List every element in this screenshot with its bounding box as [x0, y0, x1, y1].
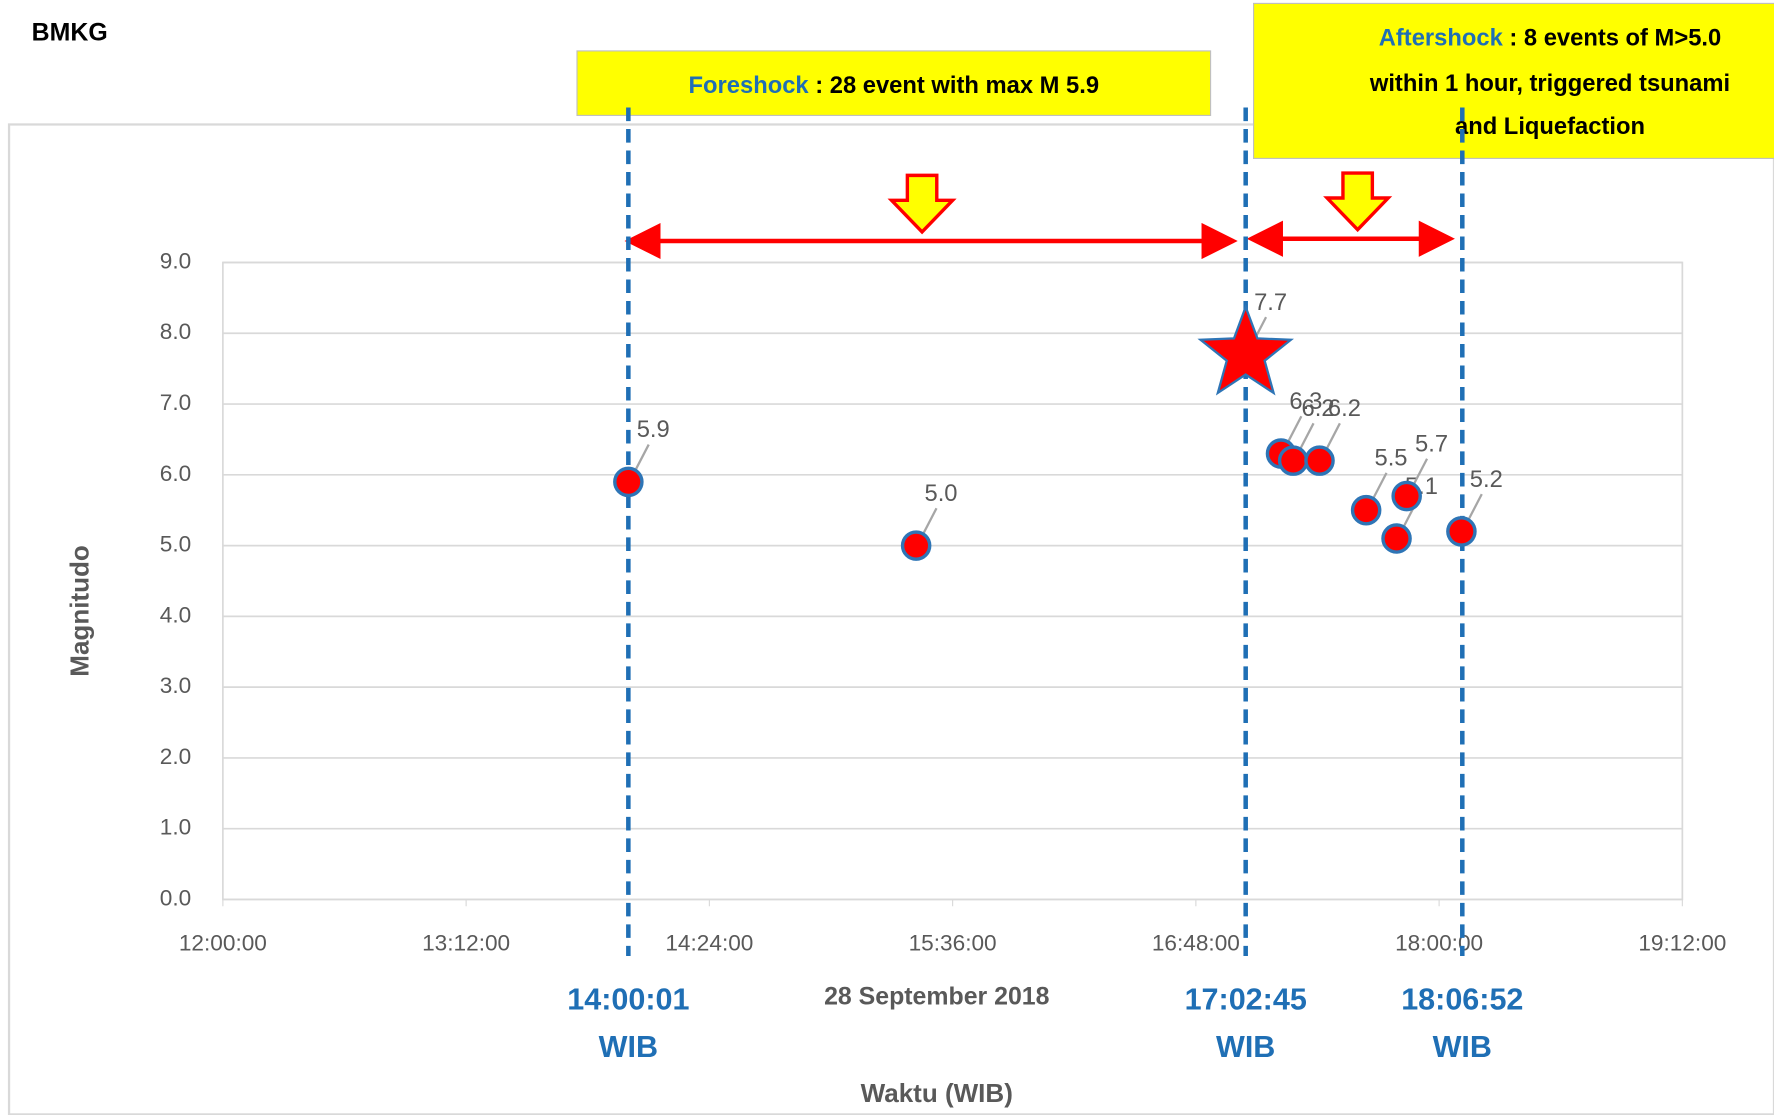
x-sublabel: 28 September 2018 — [824, 982, 1050, 1010]
y-tick-label: 1.0 — [160, 815, 191, 840]
y-tick-label: 6.0 — [160, 461, 191, 486]
foreshock-note: Foreshock : 28 event with max M 5.9 — [689, 72, 1099, 99]
y-tick-label: 9.0 — [160, 248, 191, 273]
data-label: 5.5 — [1375, 445, 1408, 472]
down-arrow — [1323, 171, 1393, 233]
data-label: 5.7 — [1415, 430, 1448, 457]
x-tick-label: 19:12:00 — [1638, 931, 1726, 956]
point — [613, 466, 644, 498]
chart-frame — [7, 123, 1774, 1115]
time-marker-unit: WIB — [1433, 1030, 1492, 1064]
data-label: 6.2 — [1302, 395, 1335, 422]
y-tick-label: 0.0 — [160, 885, 191, 910]
aftershock-line3: and Liquefaction — [1455, 113, 1645, 140]
foreshock-text: : 28 event with max M 5.9 — [809, 72, 1099, 99]
aftershock-line1: : 8 events of M>5.0 — [1503, 25, 1721, 52]
x-tick-label: 14:24:00 — [665, 931, 753, 956]
aftershock-box — [1253, 2, 1774, 159]
x-tick-label: 18:00:00 — [1395, 931, 1483, 956]
y-tick-label: 2.0 — [160, 744, 191, 769]
down-arrow — [887, 173, 957, 235]
aftershock-line2: within 1 hour, triggered tsunami — [1369, 70, 1730, 97]
foreshock-keyword: Foreshock — [689, 72, 810, 99]
data-label: 5.0 — [925, 480, 958, 507]
point — [900, 530, 932, 561]
point — [1381, 523, 1412, 554]
aftershock-keyword: Aftershock — [1379, 25, 1504, 52]
x-tick-label: 16:48:00 — [1152, 931, 1240, 956]
y-tick-label: 8.0 — [160, 319, 191, 344]
foreshock-box — [576, 50, 1212, 116]
point — [1391, 480, 1422, 512]
x-tick-label: 13:12:00 — [422, 931, 510, 956]
time-marker-label: 14:00:01 — [567, 982, 689, 1016]
source: BMKG — [32, 19, 108, 47]
time-marker-unit: WIB — [599, 1030, 658, 1064]
point — [1197, 303, 1294, 396]
data-label: 6.3 — [1289, 388, 1322, 415]
time-marker-unit: WIB — [1216, 1030, 1275, 1064]
point — [1304, 445, 1335, 476]
point — [1350, 494, 1382, 526]
data-label: 5.2 — [1470, 466, 1503, 493]
x-axis-label: Waktu (WIB) — [861, 1078, 1013, 1108]
y-tick-label: 3.0 — [160, 673, 191, 698]
y-tick-label: 5.0 — [160, 532, 191, 557]
point — [1277, 445, 1309, 476]
data-label: 6.2 — [1328, 395, 1361, 422]
y-tick-label: 4.0 — [160, 602, 191, 627]
data-label: 7.7 — [1254, 289, 1287, 316]
y-tick-label: 7.0 — [160, 390, 191, 415]
point — [1446, 516, 1477, 547]
x-tick-label: 15:36:00 — [909, 931, 997, 956]
time-marker-label: 18:06:52 — [1401, 982, 1523, 1016]
y-axis-label: Magnitudo — [64, 545, 94, 677]
data-label: 5.9 — [637, 416, 670, 443]
x-tick-label: 12:00:00 — [179, 931, 267, 956]
time-marker-label: 17:02:45 — [1185, 982, 1307, 1016]
aftershock-note: Aftershock : 8 events of M>5.0 — [1379, 25, 1722, 52]
